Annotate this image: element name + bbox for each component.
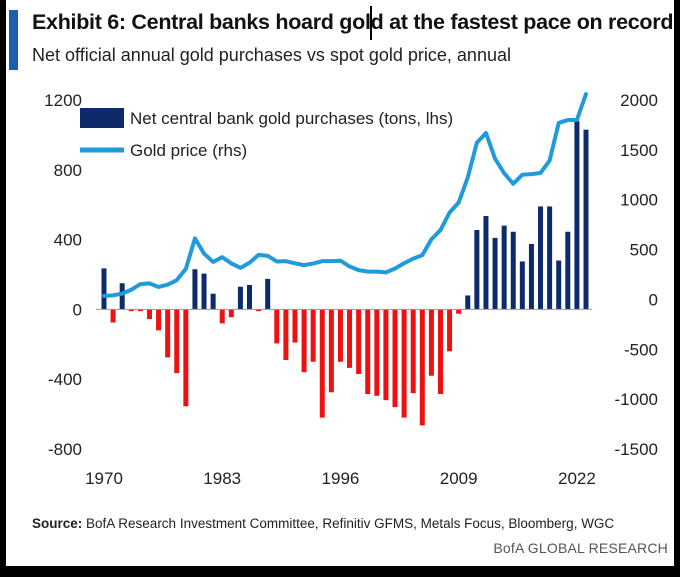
bar-2012 <box>483 216 489 310</box>
bar-2009 <box>456 309 462 314</box>
bar-1979 <box>183 309 189 407</box>
bar-1991 <box>292 309 298 343</box>
left-tick-label: -400 <box>48 370 82 389</box>
bar-2001 <box>383 309 389 401</box>
left-tick-label: 800 <box>54 161 82 180</box>
bar-2020 <box>556 260 562 310</box>
bar-1983 <box>219 309 225 324</box>
bar-1994 <box>319 309 325 418</box>
left-tick-label: 400 <box>54 231 82 250</box>
legend-bar-label: Net central bank gold purchases (tons, l… <box>130 109 453 128</box>
bar-2019 <box>547 206 553 310</box>
bar-2023 <box>583 129 589 310</box>
bar-2022 <box>574 120 580 310</box>
left-tick-label: 1200 <box>44 91 82 110</box>
title-accent-bar <box>9 10 18 70</box>
bar-2007 <box>437 309 443 395</box>
right-tick-label: -1000 <box>615 390 658 409</box>
x-tick-label: 2022 <box>558 469 596 488</box>
left-tick-label: -800 <box>48 440 82 459</box>
bar-1985 <box>237 286 243 310</box>
bar-2000 <box>374 309 380 396</box>
bar-1990 <box>283 309 289 361</box>
bar-2014 <box>501 225 507 310</box>
x-tick-label: 1983 <box>203 469 241 488</box>
right-axis: 2000 1500 1000 500 0 -500 -1000 -1500 <box>615 91 658 459</box>
bar-2016 <box>519 261 525 310</box>
gold-price-line <box>102 92 588 298</box>
bar-2013 <box>492 237 498 310</box>
legend-bar-swatch <box>80 108 124 128</box>
bar-1981 <box>201 273 207 310</box>
left-axis: 1200 800 400 0 -400 -800 <box>44 91 82 459</box>
bar-2008 <box>447 309 453 352</box>
bar-2015 <box>510 231 516 310</box>
x-tick-label: 1970 <box>85 469 123 488</box>
bar-1978 <box>174 309 180 374</box>
bar-1982 <box>210 293 216 310</box>
bar-2002 <box>392 309 398 408</box>
bar-2010 <box>465 295 471 310</box>
bar-1995 <box>328 309 334 393</box>
bar-1974 <box>137 309 143 312</box>
bar-1997 <box>347 309 353 368</box>
bar-1973 <box>128 309 134 312</box>
bar-1998 <box>356 309 362 374</box>
legend: Net central bank gold purchases (tons, l… <box>80 108 453 160</box>
bar-1975 <box>146 309 152 319</box>
source-note: Source: BofA Research Investment Committ… <box>32 516 614 531</box>
right-tick-label: 2000 <box>620 91 658 110</box>
page-subtitle: Net official annual gold purchases vs sp… <box>32 45 511 65</box>
bar-2017 <box>528 243 534 310</box>
right-tick-label: 500 <box>630 241 658 260</box>
line-series <box>102 92 588 298</box>
bar-2018 <box>538 206 544 310</box>
bar-2004 <box>410 309 416 394</box>
brand-label: BofA GLOBAL RESEARCH <box>493 540 668 556</box>
bar-series <box>101 120 589 426</box>
legend-line-label: Gold price (rhs) <box>130 141 247 160</box>
bar-1986 <box>247 284 253 310</box>
x-tick-label: 1996 <box>322 469 360 488</box>
exhibit-card <box>6 0 674 566</box>
right-tick-label: -500 <box>624 340 658 359</box>
bar-1971 <box>110 309 116 323</box>
right-tick-label: 1000 <box>620 191 658 210</box>
bar-2005 <box>419 309 425 426</box>
bar-2006 <box>428 309 434 376</box>
bar-1992 <box>301 309 307 373</box>
right-tick-label: -1500 <box>615 440 658 459</box>
bar-1977 <box>165 309 171 358</box>
bar-1987 <box>256 309 262 312</box>
bar-2011 <box>474 230 480 310</box>
source-label: Source: <box>32 516 83 531</box>
bar-1984 <box>228 309 234 318</box>
bar-1980 <box>192 269 198 310</box>
bar-1993 <box>310 309 316 362</box>
bar-1970 <box>101 268 107 310</box>
page-title: Exhibit 6: Central banks hoard gold at t… <box>32 10 674 34</box>
bar-1999 <box>365 309 371 395</box>
bar-1989 <box>274 309 280 344</box>
text-cursor <box>370 6 372 40</box>
bar-1972 <box>119 283 125 310</box>
right-tick-label: 0 <box>649 290 658 309</box>
right-tick-label: 1500 <box>620 141 658 160</box>
bar-2003 <box>401 309 407 418</box>
left-tick-label: 0 <box>73 300 82 319</box>
source-text: BofA Research Investment Committee, Refi… <box>82 516 615 531</box>
bar-1988 <box>265 278 271 310</box>
bar-2021 <box>565 231 571 310</box>
bar-1996 <box>337 309 343 362</box>
x-tick-label: 2009 <box>440 469 478 488</box>
bar-1976 <box>156 309 162 331</box>
x-axis: 1970 1983 1996 2009 2022 <box>85 469 596 488</box>
